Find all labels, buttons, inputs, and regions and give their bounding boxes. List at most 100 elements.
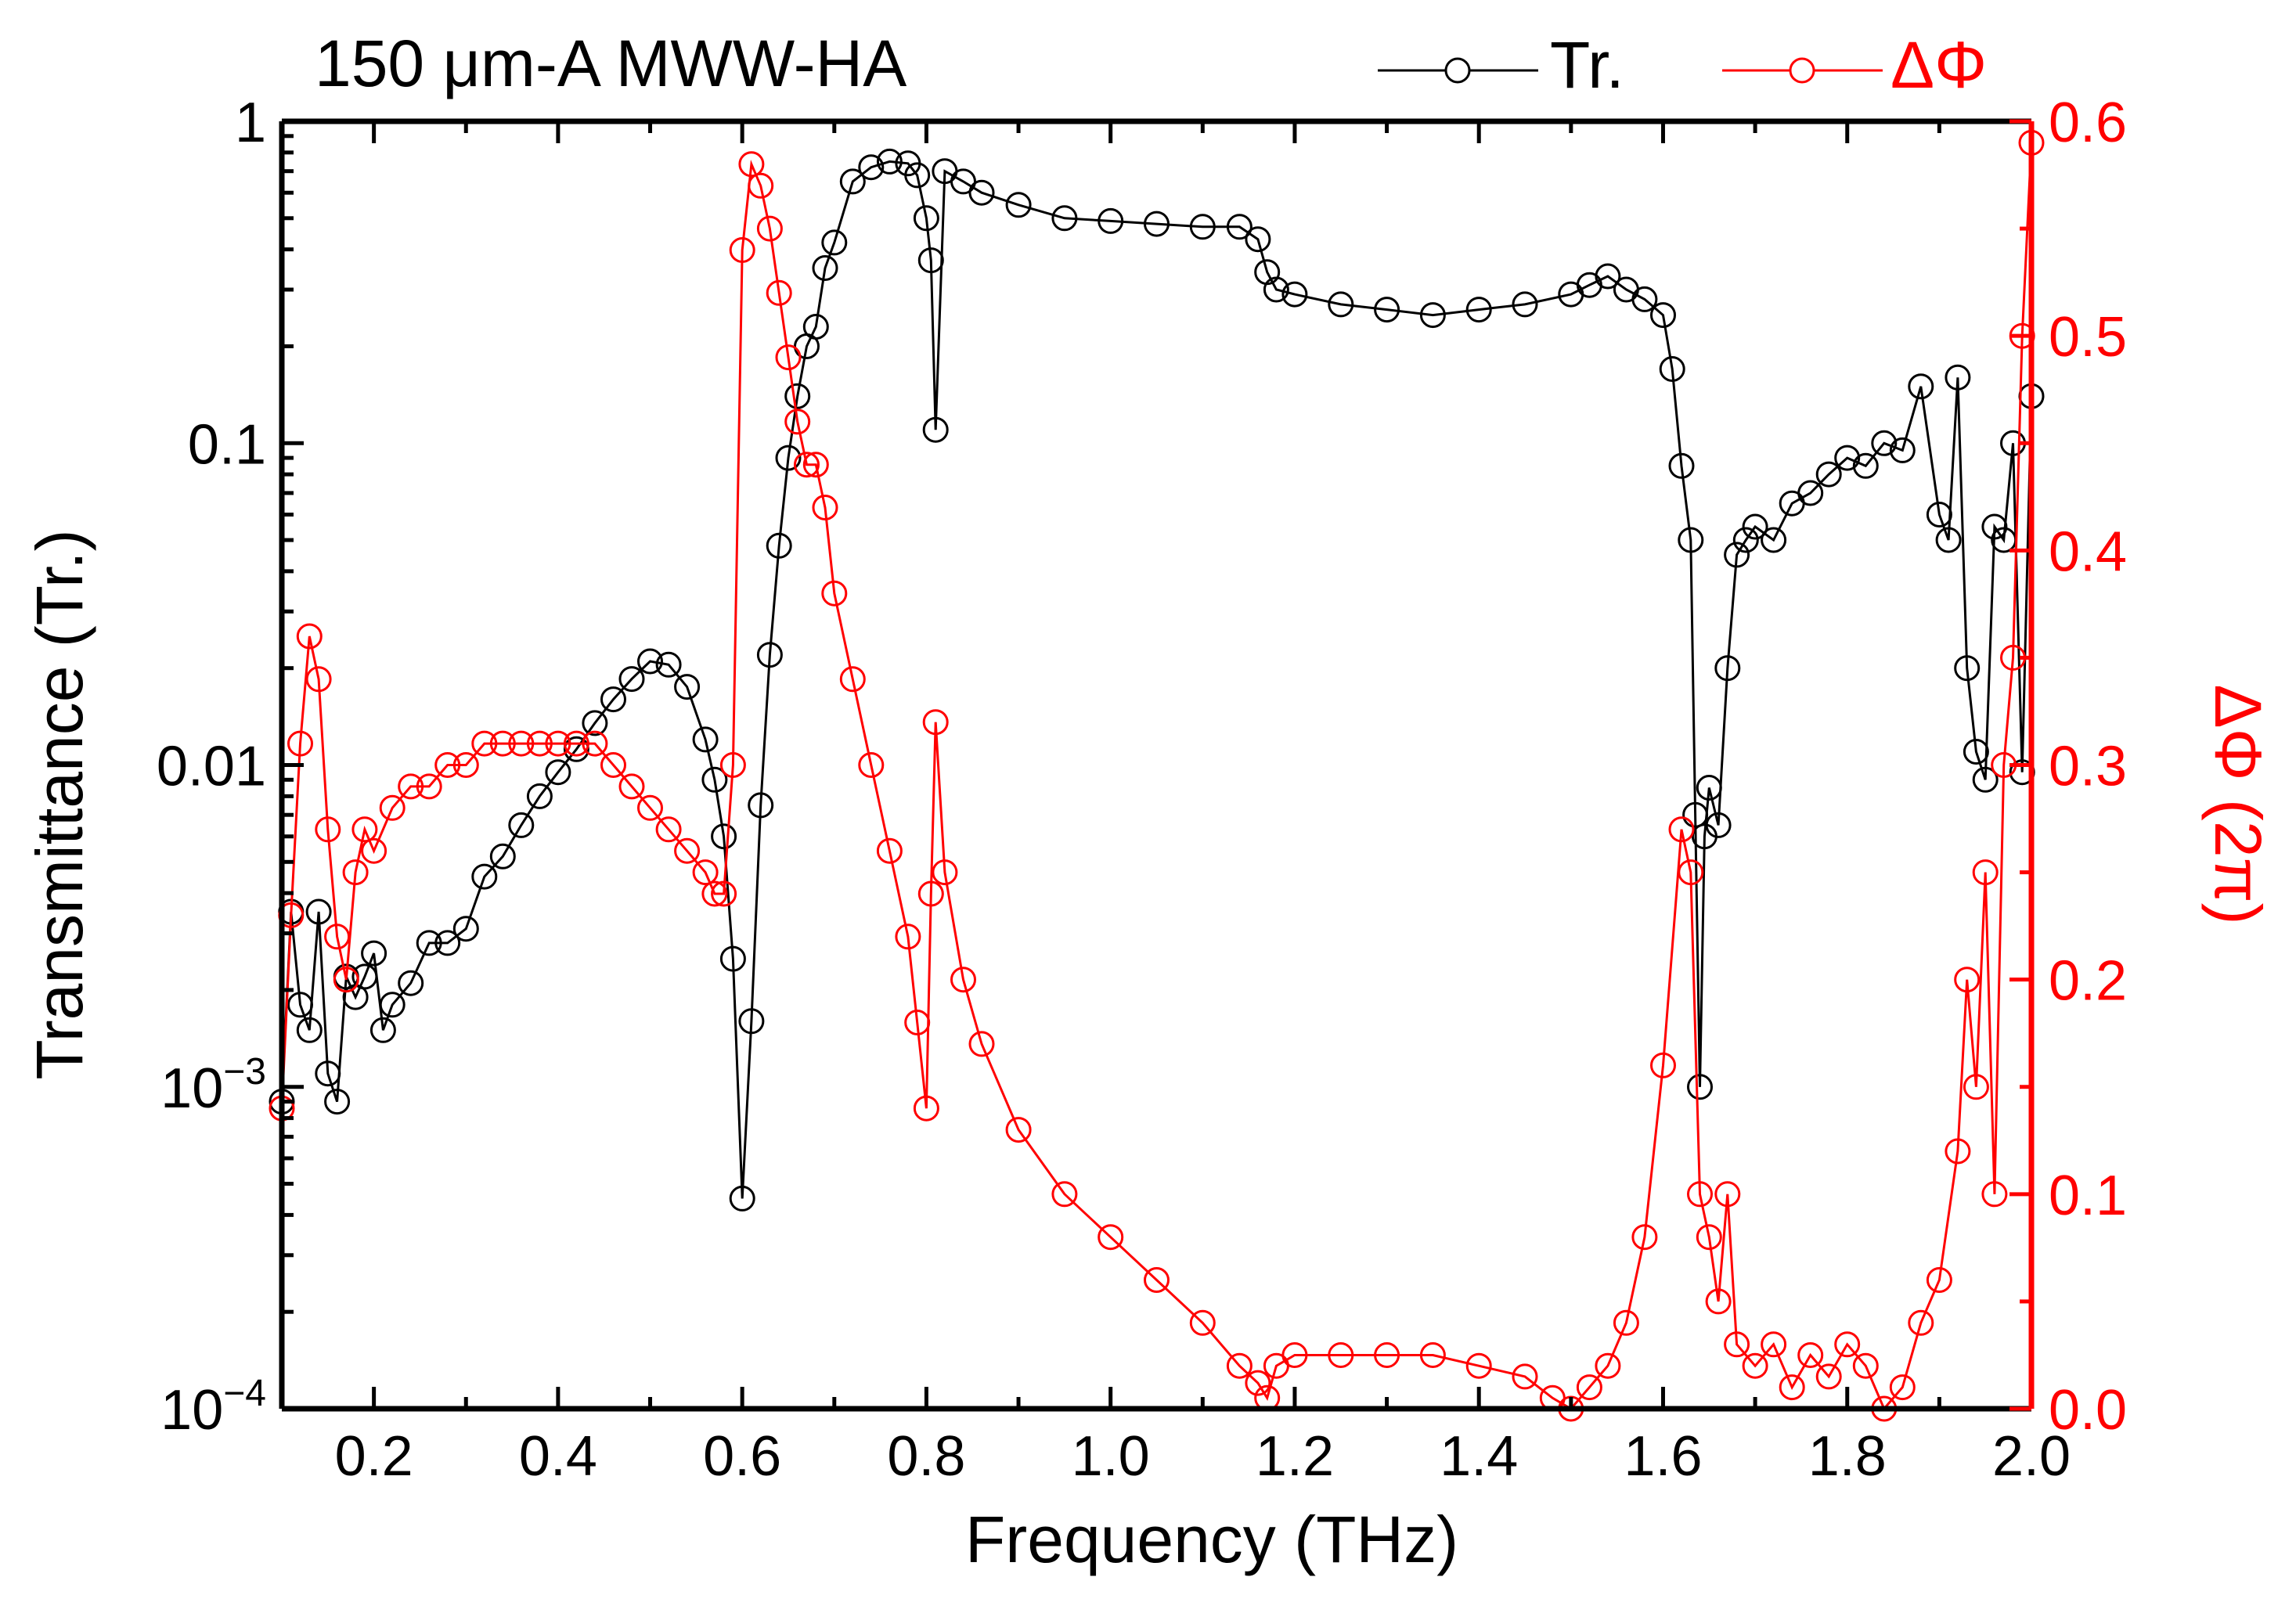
data-point-1-29 <box>701 880 728 907</box>
data-point-1-16 <box>471 730 498 757</box>
data-point-0-101 <box>1963 739 1989 765</box>
data-point-0-64 <box>1281 281 1308 308</box>
data-point-0-33 <box>729 1185 755 1212</box>
data-point-1-48 <box>913 1095 939 1122</box>
data-point-0-17 <box>471 863 498 890</box>
data-point-0-57 <box>1098 207 1124 234</box>
data-point-1-36 <box>766 279 792 306</box>
data-point-0-34 <box>738 1008 765 1035</box>
data-point-1-47 <box>904 1010 931 1035</box>
data-point-1-96 <box>1963 1074 1989 1100</box>
data-point-0-102 <box>1972 766 1999 793</box>
data-point-1-95 <box>1954 967 1981 993</box>
x-tick-label: 1.6 <box>1624 1425 1702 1488</box>
data-point-0-11 <box>369 1017 396 1043</box>
data-point-1-11 <box>379 794 405 821</box>
data-point-1-73 <box>1613 1309 1639 1336</box>
data-point-1-35 <box>756 215 783 242</box>
data-point-1-72 <box>1595 1352 1621 1379</box>
data-point-1-27 <box>674 837 701 864</box>
legend: Tr. ΔΦ <box>1378 28 1987 102</box>
x-axis-label: Frequency (THz) <box>965 1503 1458 1576</box>
data-point-1-93 <box>1926 1267 1952 1293</box>
data-point-1-76 <box>1668 816 1695 843</box>
y-right-tick-label: 0.2 <box>2049 950 2127 1013</box>
x-tick-label: 1.4 <box>1440 1425 1518 1488</box>
legend-marker-transmittance <box>1444 57 1471 84</box>
data-point-0-30 <box>701 766 728 793</box>
data-point-0-4 <box>305 898 332 925</box>
x-tick-label: 0.4 <box>519 1425 597 1488</box>
data-point-0-28 <box>674 674 701 700</box>
data-point-1-34 <box>748 172 774 199</box>
data-point-1-81 <box>1714 1181 1741 1208</box>
data-point-1-32 <box>729 237 755 263</box>
data-point-0-94 <box>1871 430 1898 456</box>
data-point-1-77 <box>1678 859 1704 886</box>
data-point-0-75 <box>1650 302 1676 329</box>
y-left-tick-label: 1 <box>235 92 266 154</box>
data-point-0-18 <box>489 843 516 870</box>
axes: 0.2 0.4 0.6 0.8 1.0 1.2 1.4 1.6 1.8 2.0 1 0.1 0.01 10… <box>157 92 2127 1488</box>
data-point-1-50 <box>922 709 949 736</box>
data-point-1-26 <box>655 816 682 843</box>
data-point-0-91 <box>1815 461 1842 488</box>
data-point-1-60 <box>1245 1370 1271 1396</box>
data-point-1-74 <box>1631 1224 1658 1251</box>
data-point-0-60 <box>1226 214 1253 240</box>
data-point-1-68 <box>1512 1363 1538 1390</box>
data-point-1-86 <box>1797 1342 1824 1368</box>
data-point-1-38 <box>784 409 811 435</box>
data-point-0-82 <box>1696 775 1722 801</box>
data-point-0-96 <box>1908 373 1934 400</box>
data-point-1-24 <box>618 773 645 800</box>
data-point-0-85 <box>1724 542 1750 568</box>
data-point-0-37 <box>766 532 792 559</box>
data-point-0-39 <box>784 383 811 409</box>
data-point-0-56 <box>1051 205 1078 232</box>
data-point-0-16 <box>452 916 479 942</box>
data-point-1-23 <box>600 752 626 778</box>
data-point-1-9 <box>351 816 378 843</box>
x-tick-label: 0.8 <box>887 1425 965 1488</box>
data-point-0-24 <box>600 686 626 713</box>
data-point-0-87 <box>1742 513 1768 540</box>
data-point-1-91 <box>1889 1374 1916 1401</box>
data-point-1-67 <box>1465 1352 1492 1379</box>
data-point-0-26 <box>637 648 663 675</box>
y-right-tick-label: 0.6 <box>2049 92 2127 154</box>
data-point-0-5 <box>315 1060 341 1087</box>
data-point-1-49 <box>917 880 944 907</box>
data-point-1-43 <box>839 666 866 693</box>
data-point-0-38 <box>775 445 802 471</box>
data-point-1-88 <box>1834 1331 1861 1358</box>
data-point-0-6 <box>324 1089 351 1115</box>
data-point-1-25 <box>637 794 663 821</box>
data-point-1-33 <box>738 151 765 178</box>
series-line-1 <box>280 142 2033 1411</box>
data-point-0-53 <box>950 168 976 195</box>
data-point-1-71 <box>1576 1374 1602 1401</box>
x-tick-label: 0.6 <box>703 1425 781 1488</box>
data-point-0-100 <box>1954 655 1981 682</box>
data-point-0-27 <box>655 651 682 678</box>
data-point-1-19 <box>526 730 553 757</box>
data-point-1-98 <box>1981 1181 2008 1208</box>
data-point-0-90 <box>1797 480 1824 506</box>
data-point-0-69 <box>1512 291 1538 318</box>
data-point-1-87 <box>1815 1363 1842 1390</box>
data-point-1-7 <box>333 967 359 993</box>
data-point-0-50 <box>917 247 944 274</box>
data-point-0-58 <box>1144 211 1170 237</box>
data-point-0-22 <box>563 736 589 762</box>
y-left-tick-label: 0.1 <box>188 413 266 476</box>
data-point-1-53 <box>968 1031 995 1057</box>
data-point-0-15 <box>434 930 461 956</box>
data-point-0-45 <box>858 154 885 181</box>
data-point-0-84 <box>1714 655 1741 682</box>
data-point-0-32 <box>719 945 746 972</box>
data-point-0-10 <box>361 940 387 967</box>
y-left-tick-label: 10−4 <box>160 1373 266 1442</box>
data-point-1-22 <box>582 730 608 757</box>
data-point-1-28 <box>692 859 719 886</box>
